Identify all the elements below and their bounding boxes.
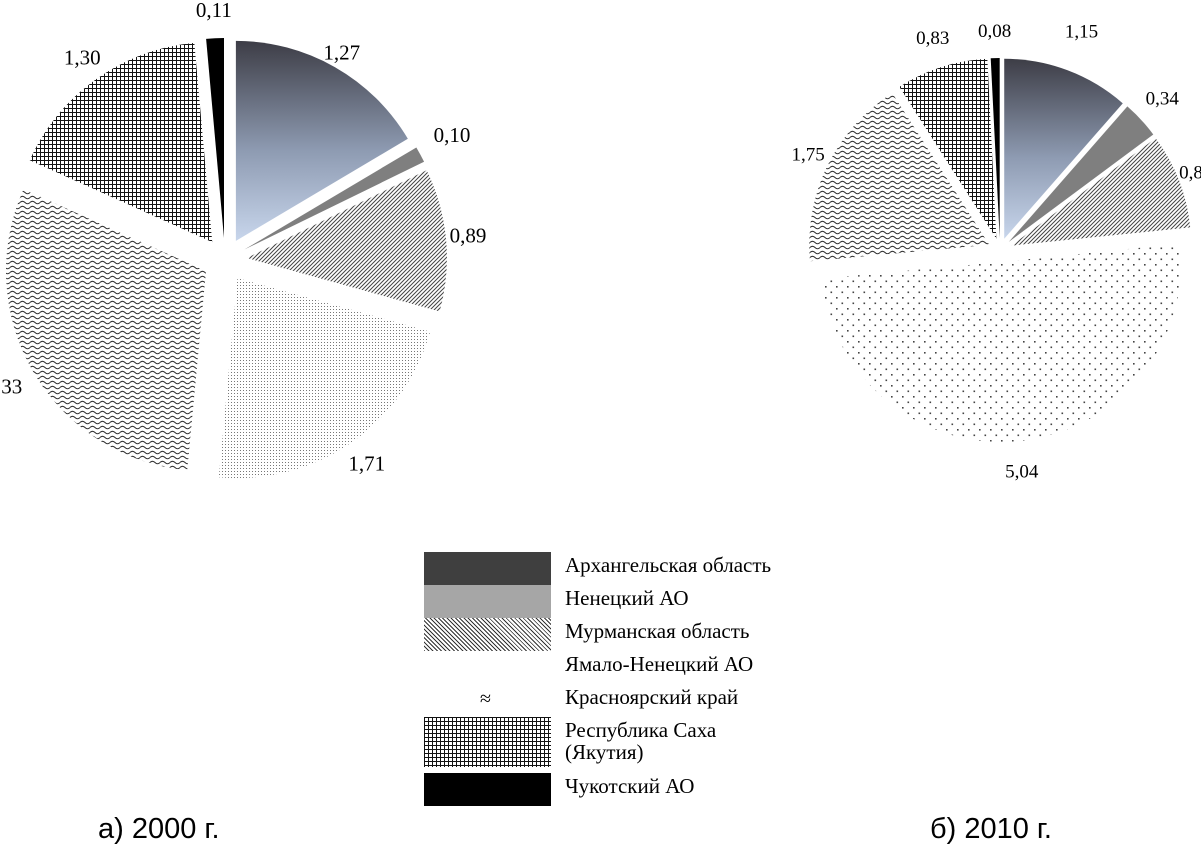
legend-swatch-chukotka xyxy=(424,773,551,806)
legend-item-arkhangelsk: Архангельская область xyxy=(424,550,884,585)
legend-label-krasnoyarsk: Красноярский край xyxy=(565,685,739,709)
data-label-arkhangelsk: 1,27 xyxy=(323,41,360,65)
legend-item-murmansk: Мурманская область xyxy=(424,616,884,651)
legend-swatch-arkhangelsk xyxy=(424,552,551,585)
pie-chart-2010: 1,15 0,34 0,86 5,04 1,75 0,83 0,08 xyxy=(791,21,1201,482)
pie-slice-sakha xyxy=(29,42,213,243)
data-label-nenets: 0,34 xyxy=(1146,89,1180,110)
pie-slice-nenets xyxy=(1008,106,1154,242)
data-label-sakha: 0,83 xyxy=(916,28,949,49)
pie-slice-nenets xyxy=(244,147,425,250)
data-label-chukotka: 0,08 xyxy=(978,21,1011,42)
data-label-murmansk: 0,89 xyxy=(450,223,487,247)
pie-chart-2000: 1,27 0,10 0,89 1,71 2,33 1,30 0,11 xyxy=(0,0,487,479)
data-label-sakha: 1,30 xyxy=(64,46,101,70)
data-label-nenets: 0,10 xyxy=(434,123,471,147)
legend-label-arkhangelsk: Архангельская область xyxy=(565,553,772,577)
legend-item-chukotka: Чукотский АО xyxy=(424,771,884,806)
legend-label-chukotka: Чукотский АО xyxy=(565,774,695,798)
pie-slice-chukotka xyxy=(990,58,1000,239)
data-label-arkhangelsk: 1,15 xyxy=(1065,22,1098,43)
pie-slice-arkhangelsk xyxy=(235,40,408,241)
legend-swatch-murmansk xyxy=(424,618,551,651)
data-label-yamal: 5,04 xyxy=(1005,462,1039,483)
legend-glyph-krasnoyarsk: ≈ xyxy=(480,688,491,710)
pie-slice-yamal xyxy=(821,243,1182,442)
pie-slice-murmansk xyxy=(1011,138,1191,246)
pie-slice-yamal xyxy=(218,278,431,479)
caption-2010: б) 2010 г. xyxy=(930,813,1052,845)
legend-label-murmansk: Мурманская область xyxy=(565,619,750,643)
legend-swatch-yamal xyxy=(424,651,551,684)
legend-swatch-nenets xyxy=(424,585,551,618)
data-label-chukotka: 0,11 xyxy=(196,0,232,22)
legend-swatch-krasnoyarsk: ≈ xyxy=(424,684,551,717)
pie-slice-chukotka xyxy=(206,38,225,239)
legend-item-nenets: Ненецкий АО xyxy=(424,583,884,618)
legend-item-yamal: Ямало-Ненецкий АО xyxy=(424,649,884,684)
legend-item-sakha: Республика Саха (Якутия) xyxy=(424,715,884,771)
legend-label-yamal: Ямало-Ненецкий АО xyxy=(565,652,754,676)
legend-swatch-sakha xyxy=(424,717,551,767)
pie-slice-krasnoyarsk xyxy=(5,189,206,471)
data-label-murmansk: 0,86 xyxy=(1179,162,1201,183)
data-label-krasnoyarsk: 1,75 xyxy=(791,145,824,166)
legend-label-sakha: Республика Саха (Якутия) xyxy=(565,718,717,764)
legend: Архангельская область Ненецкий АО Мурманск… xyxy=(424,550,884,806)
caption-2000: а) 2000 г. xyxy=(98,813,220,845)
data-label-krasnoyarsk: 2,33 xyxy=(0,375,22,399)
pie-slice-krasnoyarsk xyxy=(809,93,990,262)
pie-slice-arkhangelsk xyxy=(1004,58,1123,239)
legend-item-krasnoyarsk: ≈ Красноярский край xyxy=(424,682,884,717)
data-label-yamal: 1,71 xyxy=(348,452,385,476)
legend-label-nenets: Ненецкий АО xyxy=(565,586,689,610)
pie-slice-sakha xyxy=(899,58,997,239)
pie-slice-murmansk xyxy=(246,170,447,312)
